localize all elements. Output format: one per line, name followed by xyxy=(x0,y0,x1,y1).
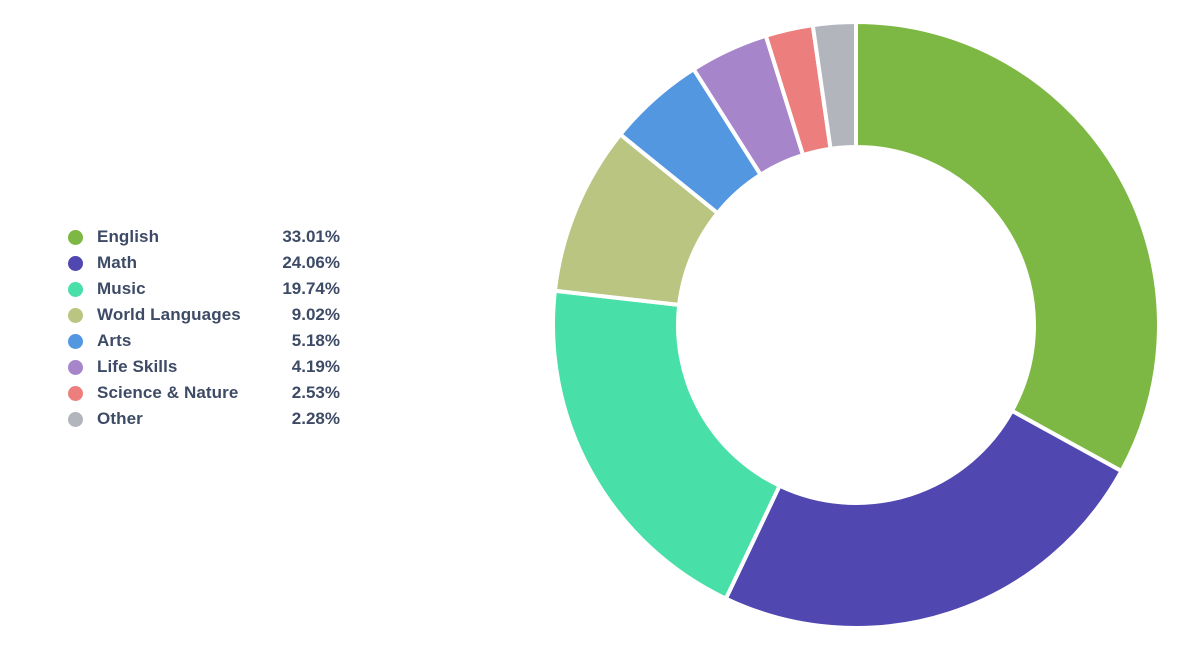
legend-label: Music xyxy=(97,279,146,298)
legend-label: Life Skills xyxy=(97,357,178,376)
legend-item-music[interactable]: Music 19.74% xyxy=(68,276,340,302)
legend-label: Math xyxy=(97,253,138,272)
legend-value: 2.28% xyxy=(291,409,340,428)
chart-legend: English 33.01% Math 24.06% Music 19.74% … xyxy=(68,224,340,432)
legend-color-dot xyxy=(68,307,83,323)
pie-slice-music[interactable] xyxy=(551,288,783,602)
legend-label: Science & Nature xyxy=(97,383,239,402)
pie-slice-other[interactable] xyxy=(810,19,858,152)
legend-item-english[interactable]: English 33.01% xyxy=(68,224,340,250)
legend-value: 24.06% xyxy=(282,253,340,272)
legend-color-dot xyxy=(68,411,83,427)
legend-value: 4.19% xyxy=(291,357,340,376)
legend-label: Arts xyxy=(97,331,132,350)
legend-label: World Languages xyxy=(97,305,241,324)
legend-item-life-skills[interactable]: Life Skills 4.19% xyxy=(68,354,340,380)
legend-color-dot xyxy=(68,281,83,297)
legend-value: 19.74% xyxy=(282,279,340,298)
legend-color-dot xyxy=(68,333,83,349)
legend-value: 9.02% xyxy=(291,305,340,324)
legend-color-dot xyxy=(68,255,83,271)
legend-item-math[interactable]: Math 24.06% xyxy=(68,250,340,276)
legend-color-dot xyxy=(68,385,83,401)
legend-label: English xyxy=(97,227,160,246)
legend-color-dot xyxy=(68,229,83,245)
legend-item-science-nature[interactable]: Science & Nature 2.53% xyxy=(68,380,340,406)
pie-slice-english[interactable] xyxy=(854,19,1161,474)
legend-item-world-languages[interactable]: World Languages 9.02% xyxy=(68,302,340,328)
legend-value: 2.53% xyxy=(291,383,340,402)
legend-color-dot xyxy=(68,359,83,375)
legend-label: Other xyxy=(97,409,143,428)
legend-item-other[interactable]: Other 2.28% xyxy=(68,406,340,432)
legend-value: 33.01% xyxy=(282,227,340,246)
pie-slice-math[interactable] xyxy=(723,408,1125,630)
legend-item-arts[interactable]: Arts 5.18% xyxy=(68,328,340,354)
legend-value: 5.18% xyxy=(291,331,340,350)
